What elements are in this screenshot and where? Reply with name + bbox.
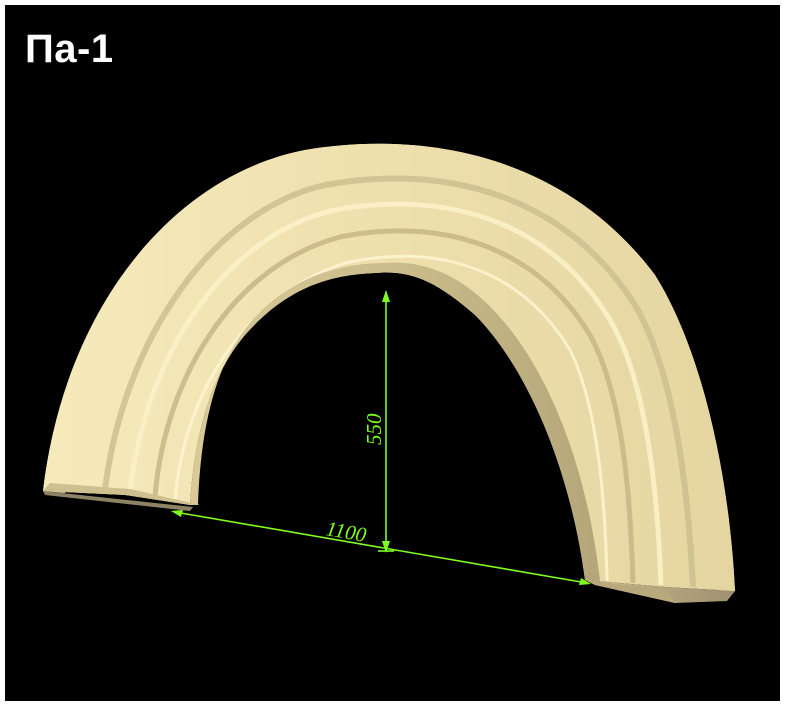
arch-moulding-inner <box>152 228 636 584</box>
page-title: Па-1 <box>25 27 114 71</box>
arch-moulding-edge <box>173 254 609 582</box>
height-dimension-label: 550 <box>362 413 386 445</box>
arch-base-left <box>43 483 200 505</box>
arch-moulding-mid <box>127 201 664 586</box>
arch-front-face <box>43 143 735 592</box>
arch-base-left-bottom <box>43 491 193 511</box>
dimension-width <box>171 510 591 585</box>
arch-scene: 550 1100 <box>43 143 735 603</box>
viewport-frame: 550 1100 Па-1 <box>5 5 780 701</box>
arch-base-right-front <box>585 580 675 603</box>
arch-moulding-outer <box>102 175 696 588</box>
width-dimension-label: 1100 <box>324 516 368 547</box>
dimension-height <box>378 290 394 553</box>
